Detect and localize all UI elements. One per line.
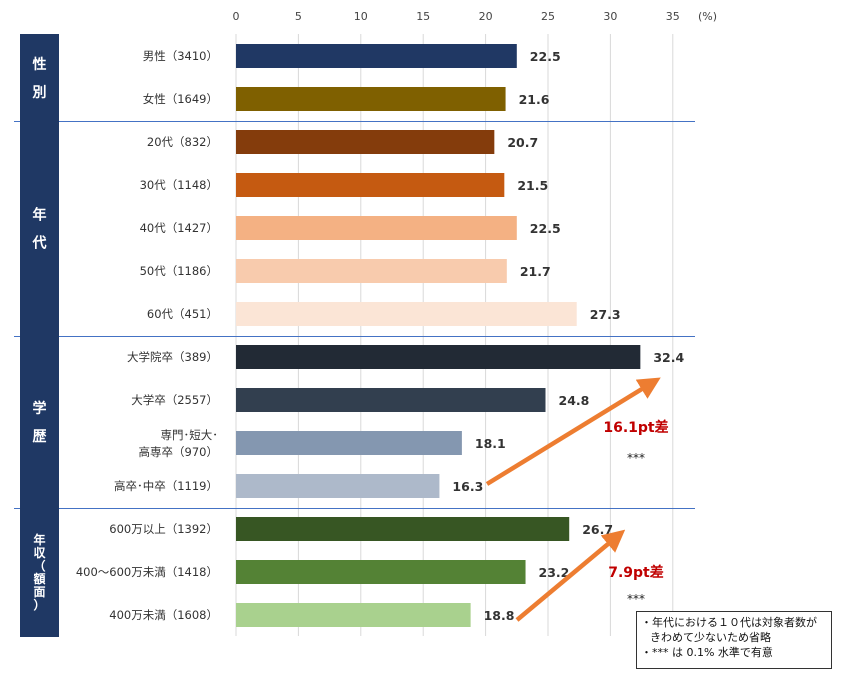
value-label: 22.5 <box>530 221 561 236</box>
bar <box>236 560 526 584</box>
note-line-3: ・*** は 0.1% 水準で有意 <box>641 646 773 659</box>
group-label-char: 面 <box>33 585 45 599</box>
bar <box>236 44 517 68</box>
bar <box>236 603 471 627</box>
difference-label: 16.1pt差 <box>603 419 668 436</box>
bar <box>236 345 641 369</box>
category-label: 大学院卒（389） <box>127 350 218 364</box>
group-label-char: 代 <box>32 234 47 251</box>
value-label: 23.2 <box>539 565 570 580</box>
bar <box>236 130 495 154</box>
category-label: 600万以上（1392） <box>109 522 218 536</box>
group-box <box>20 120 59 336</box>
group-box <box>20 335 59 508</box>
value-label: 18.1 <box>475 436 506 451</box>
x-tick-label: 0 <box>233 10 240 23</box>
value-label: 22.5 <box>530 49 561 64</box>
category-label: 高卒･中卒（1119） <box>114 479 218 493</box>
x-tick-label: 5 <box>295 10 302 23</box>
group-label-char: ） <box>33 597 45 612</box>
note-line-2: きわめて少ないため省略 <box>650 631 771 644</box>
x-tick-label: 25 <box>541 10 555 23</box>
category-label: 女性（1649） <box>143 92 218 106</box>
value-label: 21.5 <box>517 178 548 193</box>
value-label: 16.3 <box>452 479 483 494</box>
value-label: 24.8 <box>559 393 590 408</box>
x-tick-label: 20 <box>479 10 493 23</box>
category-label: 60代（451） <box>147 307 218 321</box>
bar <box>236 388 546 412</box>
bar <box>236 216 517 240</box>
category-label-line: 専門･短大･ <box>161 428 219 442</box>
difference-arrow <box>515 529 626 622</box>
category-label: 20代（832） <box>147 135 218 149</box>
bar <box>236 302 577 326</box>
value-label: 27.3 <box>590 307 621 322</box>
x-tick-label: 30 <box>603 10 617 23</box>
significance-mark: *** <box>627 592 645 606</box>
group-label-char: 年 <box>33 206 47 223</box>
unit-label: (%) <box>698 10 717 23</box>
x-tick-label: 35 <box>666 10 680 23</box>
bar <box>236 474 440 498</box>
value-label: 18.8 <box>484 608 515 623</box>
group-label-char: （ <box>33 558 45 573</box>
value-label: 32.4 <box>653 350 684 365</box>
group-label-char: 別 <box>32 85 47 101</box>
bar <box>236 259 507 283</box>
significance-mark: *** <box>627 451 645 465</box>
value-label: 21.6 <box>519 92 550 107</box>
category-label: 400万未満（1608） <box>109 608 218 622</box>
bar <box>236 517 570 541</box>
group-label-char: 学 <box>33 400 47 417</box>
category-label: 40代（1427） <box>140 221 218 235</box>
category-label: 50代（1186） <box>140 264 218 278</box>
group-box <box>20 507 59 637</box>
x-tick-label: 15 <box>416 10 430 23</box>
difference-label: 7.9pt差 <box>608 564 664 581</box>
group-label-char: 歴 <box>33 429 47 445</box>
category-label-line: 高専卒（970） <box>139 445 218 459</box>
bar <box>236 87 506 111</box>
category-label: 400～600万未満（1418） <box>76 565 218 579</box>
category-label: 男性（3410） <box>143 49 218 63</box>
category-label: 大学卒（2557） <box>131 393 218 407</box>
x-tick-label: 10 <box>354 10 368 23</box>
group-label-char: 性 <box>33 56 47 73</box>
value-label: 21.7 <box>520 264 551 279</box>
value-label: 26.7 <box>582 522 613 537</box>
bar <box>236 431 462 455</box>
value-label: 20.7 <box>507 135 538 150</box>
group-label-char: 額 <box>32 571 45 586</box>
group-label-char: 収 <box>33 546 46 560</box>
group-label-char: 年 <box>33 532 45 547</box>
bar <box>236 173 505 197</box>
category-label: 30代（1148） <box>140 178 218 192</box>
note-line-1: ・年代における１０代は対象者数が <box>641 616 817 629</box>
group-box <box>20 34 59 121</box>
difference-arrow <box>485 377 661 486</box>
notes-box: ・年代における１０代は対象者数が きわめて少ないため省略 ・*** は 0.1%… <box>636 611 832 669</box>
